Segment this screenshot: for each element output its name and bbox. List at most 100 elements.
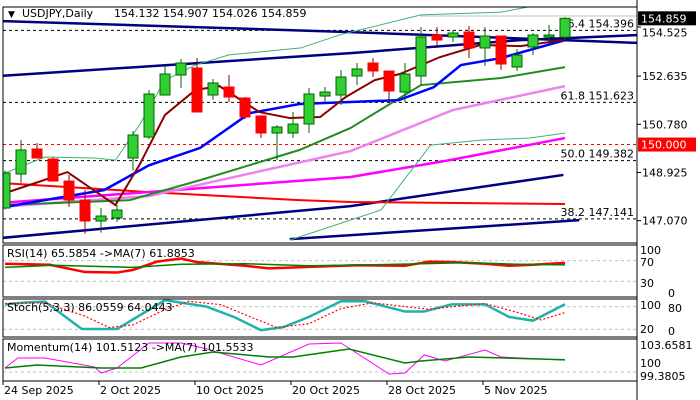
candle[interactable] xyxy=(335,70,347,106)
candle[interactable] xyxy=(223,75,235,103)
candle-body xyxy=(95,215,107,222)
momentum-axis-label: 99.3805 xyxy=(640,370,686,383)
stochastic-axis-label: 80 xyxy=(668,302,682,315)
rsi-axis-label: 100 xyxy=(640,244,661,257)
candle[interactable] xyxy=(111,205,123,223)
candle[interactable] xyxy=(559,17,571,40)
main-price-pane[interactable]: 76.4 154.396 61.8 151.623 50.0 149.382 38.2… xyxy=(0,0,640,241)
time-axis-label: 20 Oct 2025 xyxy=(292,384,360,397)
candle[interactable] xyxy=(399,63,411,103)
candle-body xyxy=(287,123,299,134)
fib-level-label: 61.8 151.623 xyxy=(561,89,634,102)
dropdown-triangle-icon[interactable]: ▼ xyxy=(8,10,15,20)
moving-average-line xyxy=(4,39,564,207)
candle[interactable] xyxy=(127,131,139,171)
price-axis-label: 148.925 xyxy=(642,166,688,179)
momentum-label: Momentum(14) 101.5123 ->MA(7) 101.5533 xyxy=(7,341,254,354)
candle[interactable] xyxy=(527,33,539,56)
candle-body xyxy=(495,35,507,65)
current-price-label: 154.859 xyxy=(641,12,687,25)
candle[interactable] xyxy=(415,27,427,86)
price-axis-label: 147.070 xyxy=(642,215,688,228)
candle[interactable] xyxy=(511,49,523,72)
candle[interactable] xyxy=(479,27,491,67)
momentum-axis-label: 103.6581 xyxy=(640,339,693,352)
candle[interactable] xyxy=(63,175,75,208)
candle[interactable] xyxy=(207,79,219,101)
candle[interactable] xyxy=(431,27,443,48)
candle[interactable] xyxy=(367,58,379,78)
candle-body xyxy=(239,97,251,118)
rsi-axis-label: 30 xyxy=(640,277,654,290)
candle[interactable] xyxy=(255,115,267,139)
candle-body xyxy=(319,91,331,97)
price-axis-label: 154.525 xyxy=(642,26,688,39)
candle[interactable] xyxy=(543,25,555,43)
candle[interactable] xyxy=(383,70,395,102)
candle-body xyxy=(447,32,459,38)
candle[interactable] xyxy=(159,66,171,96)
candle-body xyxy=(207,82,219,96)
candle[interactable] xyxy=(191,58,203,113)
time-axis-label: 24 Sep 2025 xyxy=(4,384,74,397)
time-axis-label: 2 Oct 2025 xyxy=(100,384,161,397)
rsi-axis-label: 0 xyxy=(668,287,675,300)
candle[interactable] xyxy=(319,87,331,103)
candle[interactable] xyxy=(95,208,107,233)
candle-body xyxy=(111,209,123,219)
candle[interactable] xyxy=(495,35,507,71)
fib-level-label: 50.0 149.382 xyxy=(561,148,634,161)
candle[interactable] xyxy=(351,63,363,86)
candle-body xyxy=(543,34,555,38)
candle[interactable] xyxy=(447,29,459,43)
candle-body xyxy=(383,70,395,92)
stochastic-axis-label: 20 xyxy=(640,323,654,336)
candle-body xyxy=(223,86,235,98)
rsi-series-line xyxy=(4,261,566,269)
candle-body xyxy=(15,149,27,175)
candle-body xyxy=(399,73,411,93)
candle[interactable] xyxy=(175,59,187,89)
candle[interactable] xyxy=(31,143,43,159)
indicator-panes: RSI(14) 65.5854 ->MA(7) 61.8853 Stoch(5,3… xyxy=(3,247,637,375)
price-axis-label: 150.780 xyxy=(642,118,688,131)
candle[interactable] xyxy=(0,170,11,210)
candle[interactable] xyxy=(79,190,91,234)
candle[interactable] xyxy=(143,89,155,140)
candle-body xyxy=(127,134,139,159)
momentum-axis-label: 100 xyxy=(640,357,661,370)
moving-average-line xyxy=(3,84,566,208)
rsi-axis-label: 70 xyxy=(640,256,654,269)
level-150-badge xyxy=(638,137,696,152)
stochastic-pane[interactable] xyxy=(3,299,637,332)
fib-level-label: 76.4 154.396 xyxy=(561,17,634,30)
candle[interactable] xyxy=(287,112,299,139)
price-axis-label: 152.635 xyxy=(642,70,688,83)
candle-body xyxy=(191,67,203,113)
candle[interactable] xyxy=(271,125,283,161)
candle-body xyxy=(303,93,315,125)
candle[interactable] xyxy=(47,157,59,182)
stochastic-axis-label: 100 xyxy=(640,299,661,312)
candle-body xyxy=(559,17,571,38)
candle-body xyxy=(463,31,475,49)
candle-body xyxy=(511,54,523,68)
candle[interactable] xyxy=(303,88,315,134)
stochastic-series-line xyxy=(4,300,566,329)
candle[interactable] xyxy=(239,97,251,120)
stochastic-axis-label: 0 xyxy=(668,325,675,338)
momentum-pane[interactable] xyxy=(3,342,637,375)
candle-body xyxy=(255,115,267,134)
time-axis-label: 10 Oct 2025 xyxy=(196,384,264,397)
candle-body xyxy=(143,93,155,138)
moving-average-line xyxy=(3,66,566,206)
candle-body xyxy=(527,34,539,48)
moving-average-line xyxy=(3,33,637,78)
moving-average-line xyxy=(3,7,531,175)
rsi-pane[interactable] xyxy=(3,257,637,282)
candle[interactable] xyxy=(463,25,475,59)
candle[interactable] xyxy=(15,140,27,184)
candle-body xyxy=(63,180,75,201)
chart-header: ▼ USDJPY,Daily 154.132 154.907 154.026 1… xyxy=(8,7,306,20)
